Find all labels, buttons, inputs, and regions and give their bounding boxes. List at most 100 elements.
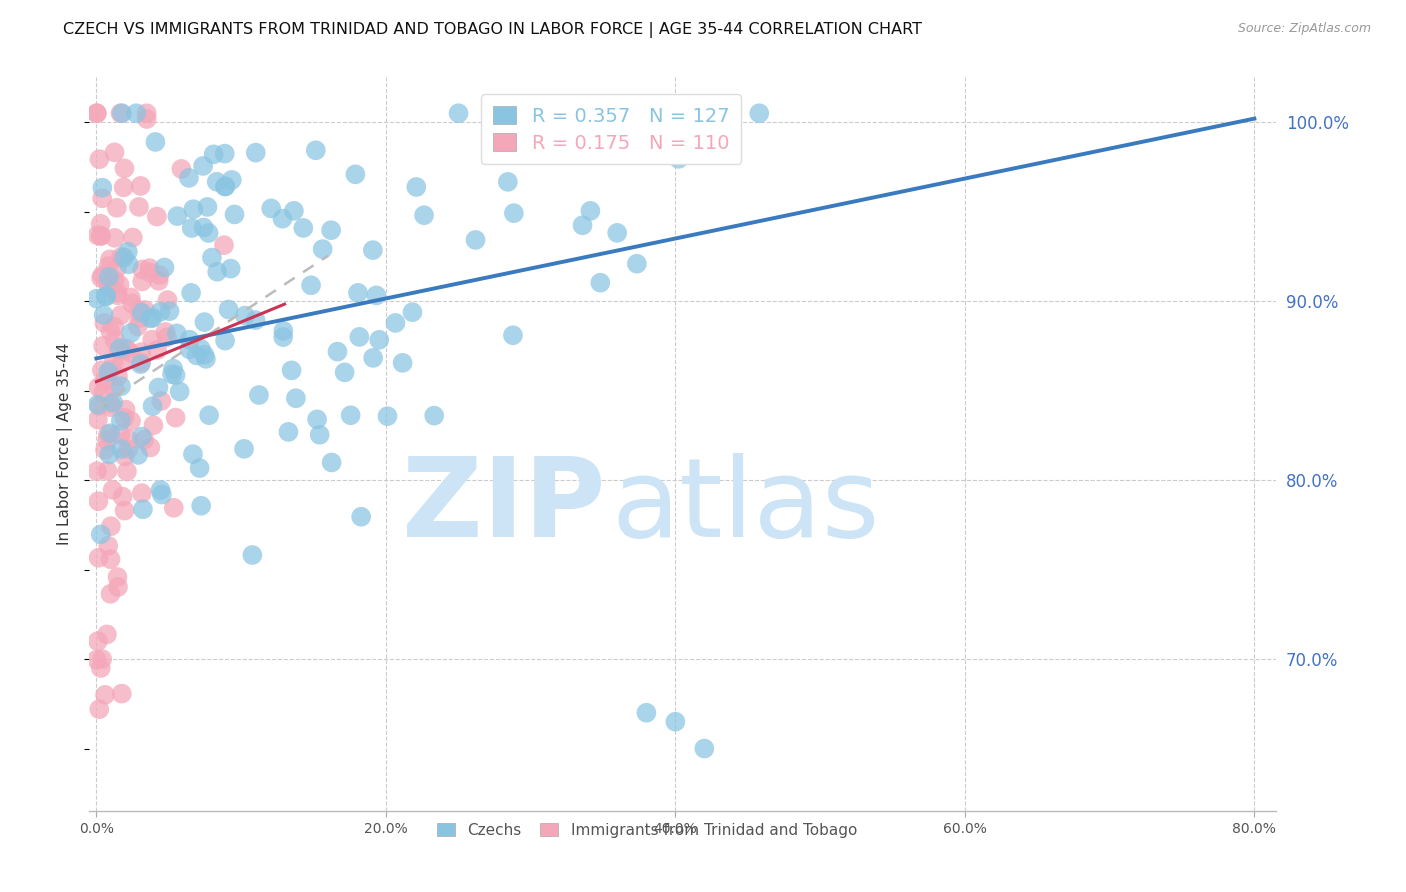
- Point: [347, 285, 370, 300]
- Point: [156, 330, 179, 344]
- Point: [183, 202, 205, 217]
- Point: [181, 447, 204, 461]
- Point: [128, 311, 150, 326]
- Point: [107, 369, 129, 384]
- Point: [111, 687, 134, 701]
- Point: [245, 145, 267, 160]
- Point: [589, 276, 612, 290]
- Point: [384, 316, 406, 330]
- Point: [129, 178, 152, 193]
- Point: [165, 410, 187, 425]
- Point: [464, 233, 486, 247]
- Point: [308, 427, 330, 442]
- Point: [91, 191, 114, 205]
- Point: [292, 221, 315, 235]
- Point: [97, 259, 120, 273]
- Point: [97, 269, 120, 284]
- Point: [180, 285, 202, 300]
- Point: [117, 244, 139, 259]
- Point: [214, 334, 236, 348]
- Point: [111, 490, 134, 504]
- Point: [110, 414, 132, 428]
- Point: [100, 362, 122, 376]
- Point: [114, 503, 136, 517]
- Point: [87, 380, 110, 394]
- Point: [104, 333, 127, 347]
- Point: [97, 427, 120, 442]
- Point: [636, 706, 658, 720]
- Point: [105, 261, 128, 276]
- Point: [165, 368, 187, 383]
- Point: [98, 426, 121, 441]
- Point: [100, 324, 122, 338]
- Point: [405, 180, 427, 194]
- Point: [93, 308, 115, 322]
- Point: [91, 268, 114, 283]
- Point: [131, 486, 153, 500]
- Point: [307, 412, 329, 426]
- Point: [87, 634, 110, 648]
- Point: [93, 316, 115, 330]
- Point: [86, 228, 108, 243]
- Point: [271, 330, 294, 344]
- Point: [150, 487, 173, 501]
- Point: [193, 348, 215, 362]
- Point: [91, 180, 114, 194]
- Point: [128, 200, 150, 214]
- Point: [121, 296, 143, 310]
- Point: [141, 333, 163, 347]
- Point: [221, 173, 243, 187]
- Point: [163, 500, 186, 515]
- Point: [120, 326, 142, 340]
- Point: [134, 303, 156, 318]
- Point: [101, 483, 124, 497]
- Point: [131, 274, 153, 288]
- Point: [377, 409, 399, 424]
- Point: [233, 309, 256, 323]
- Point: [104, 273, 127, 287]
- Point: [87, 412, 110, 426]
- Point: [205, 265, 228, 279]
- Point: [112, 180, 135, 194]
- Point: [188, 461, 211, 475]
- Point: [197, 200, 219, 214]
- Point: [89, 399, 111, 413]
- Point: [86, 106, 108, 120]
- Point: [120, 290, 142, 304]
- Point: [413, 208, 436, 222]
- Point: [100, 552, 122, 566]
- Point: [150, 394, 173, 409]
- Point: [260, 202, 283, 216]
- Point: [90, 661, 112, 675]
- Point: [194, 351, 217, 366]
- Point: [186, 349, 208, 363]
- Point: [98, 280, 121, 294]
- Point: [141, 399, 163, 413]
- Point: [138, 261, 160, 276]
- Point: [117, 442, 139, 457]
- Point: [97, 365, 120, 379]
- Point: [283, 203, 305, 218]
- Point: [89, 702, 111, 716]
- Point: [447, 106, 470, 120]
- Point: [148, 380, 170, 394]
- Point: [305, 143, 328, 157]
- Point: [121, 230, 143, 244]
- Point: [190, 499, 212, 513]
- Point: [94, 442, 117, 457]
- Point: [100, 397, 122, 411]
- Point: [87, 494, 110, 508]
- Point: [333, 365, 356, 379]
- Point: [98, 448, 121, 462]
- Point: [245, 313, 267, 327]
- Point: [110, 106, 132, 120]
- Point: [114, 161, 136, 176]
- Point: [90, 271, 112, 285]
- Point: [148, 268, 170, 282]
- Y-axis label: In Labor Force | Age 35-44: In Labor Force | Age 35-44: [58, 343, 73, 546]
- Point: [218, 302, 240, 317]
- Point: [179, 343, 201, 357]
- Point: [115, 342, 138, 356]
- Point: [103, 145, 125, 160]
- Point: [366, 288, 388, 302]
